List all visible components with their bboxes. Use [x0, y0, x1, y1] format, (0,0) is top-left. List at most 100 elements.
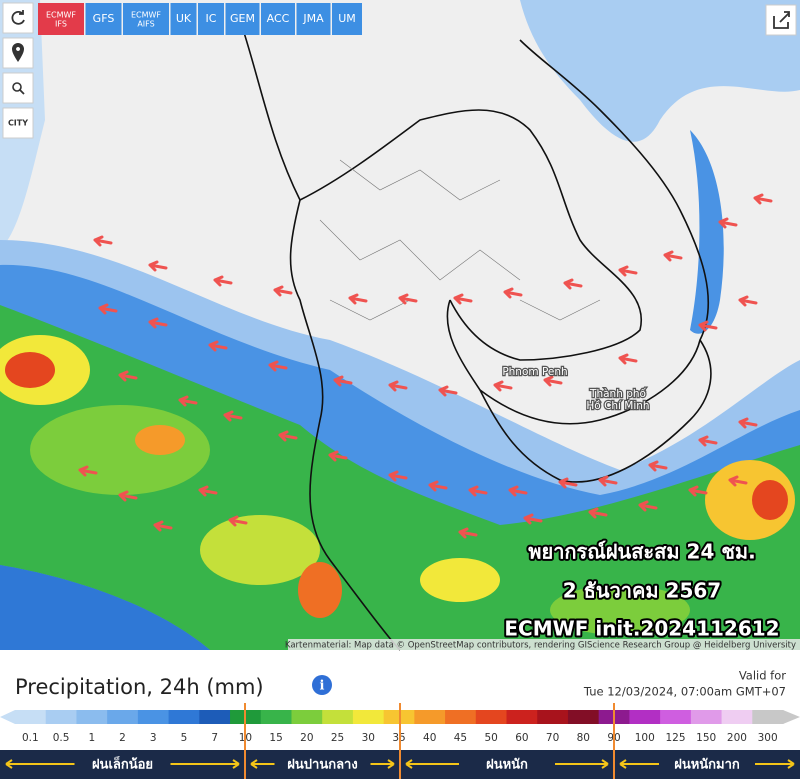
- model-tab-label: ECMWF IFS: [46, 10, 76, 28]
- scale-label: 15: [269, 732, 282, 744]
- model-tab-label: UK: [176, 12, 192, 25]
- place-label: Thành phố Hồ Chí Minh: [586, 388, 649, 412]
- scale-label: 150: [696, 732, 716, 744]
- scale-label: 0.5: [53, 732, 70, 744]
- model-tab-label: ACC: [267, 12, 290, 25]
- wind-arrow: [698, 435, 718, 447]
- legend-title: Precipitation, 24h (mm): [15, 675, 264, 699]
- model-tab[interactable]: [261, 3, 295, 35]
- rain-area: [550, 585, 690, 635]
- wind-arrow: [428, 480, 448, 492]
- info-button[interactable]: [312, 675, 332, 695]
- scale-label: 0.1: [22, 732, 39, 744]
- scale-cell: [690, 710, 723, 724]
- city-button-label: CITY: [8, 119, 28, 128]
- scale-cell: [752, 710, 784, 724]
- model-tab-label-line: ECMWF: [131, 10, 161, 19]
- model-tab[interactable]: [123, 3, 169, 35]
- scale-cell: [537, 710, 569, 724]
- wind-arrow: [728, 475, 748, 487]
- band-arrow: [250, 759, 395, 769]
- scale-cell: [168, 710, 200, 724]
- zoom-icon: [12, 82, 22, 92]
- scale-cell: [45, 710, 77, 724]
- rain-area: [752, 480, 788, 520]
- wind-arrow: [618, 265, 638, 277]
- wind-arrow: [588, 507, 608, 519]
- band-label: ฝนเล็กน้อย: [92, 755, 153, 773]
- wind-arrow: [738, 417, 758, 429]
- scale-cell: [475, 710, 508, 724]
- model-tab-label-line: AIFS: [137, 19, 154, 28]
- wind-arrow: [273, 285, 293, 297]
- scale-cell: [260, 710, 292, 724]
- rain-area: [0, 565, 210, 650]
- scale-cell: [660, 710, 692, 724]
- rain-area: [520, 0, 800, 142]
- map[interactable]: Phnom Penh Thành phố Hồ Chí Minh พยากรณ์ฝน…: [0, 0, 800, 651]
- wind-arrow: [638, 500, 658, 512]
- wind-arrow: [598, 475, 618, 487]
- wind-arrow: [78, 465, 98, 477]
- scale-cell: [721, 710, 753, 724]
- valid-label: Valid for: [739, 669, 786, 683]
- wind-arrow: [328, 450, 348, 462]
- model-tab-label: IC: [206, 12, 217, 25]
- wind-arrow: [348, 293, 368, 305]
- refresh-button[interactable]: [2, 2, 34, 34]
- model-tab[interactable]: [85, 3, 122, 35]
- zoom-button[interactable]: [2, 72, 34, 104]
- city-button[interactable]: [2, 107, 34, 139]
- model-tab-label-line: GFS: [93, 12, 115, 25]
- model-tab-label-line: UM: [338, 12, 356, 25]
- refresh-icon: [11, 10, 25, 25]
- model-tab[interactable]: [198, 3, 224, 35]
- wind-arrow: [178, 395, 198, 407]
- wind-arrow: [718, 217, 738, 229]
- model-tab[interactable]: [170, 3, 197, 35]
- scale-label: 45: [454, 732, 467, 744]
- scale-cell: [76, 710, 108, 724]
- info-icon: i: [320, 679, 325, 694]
- place-label-line: Hồ Chí Minh: [586, 400, 649, 412]
- model-tab[interactable]: [296, 3, 331, 35]
- wind-arrow: [118, 370, 138, 382]
- model-tab-label-line: IFS: [55, 19, 67, 28]
- wind-arrow: [208, 340, 228, 352]
- wind-arrow: [223, 410, 243, 422]
- attribution: Kartenmaterial: Map data © OpenStreetMap…: [285, 641, 796, 651]
- border: [299, 109, 643, 361]
- share-icon: [773, 11, 790, 29]
- scale-label: 2: [119, 732, 126, 744]
- scale-cell: [107, 710, 139, 724]
- place-label-line: Phnom Penh: [502, 366, 567, 378]
- model-tab[interactable]: [38, 3, 84, 35]
- model-tab-label: GFS: [93, 12, 115, 25]
- band-arrow: [5, 759, 240, 769]
- intensity-bands: ฝนเล็กน้อย ฝนปานกลาง ฝนหนัก ฝนหนักมาก: [5, 703, 795, 779]
- place-labels: Phnom Penh Thành phố Hồ Chí Minh: [501, 365, 651, 414]
- band-arrow: [619, 759, 795, 769]
- wind-arrow: [648, 460, 668, 472]
- rain-area: [690, 130, 724, 334]
- legend: Precipitation, 24h (mm) i Valid for Tue …: [0, 669, 800, 779]
- model-tab[interactable]: [225, 3, 260, 35]
- scale-label: 40: [423, 732, 436, 744]
- model-tab-label-line: ECMWF: [46, 10, 76, 19]
- scale-label: 3: [150, 732, 157, 744]
- scale-label: 1: [88, 732, 95, 744]
- scale-end: [0, 710, 15, 724]
- wind-arrow: [523, 513, 543, 525]
- wind-arrow: [98, 303, 118, 315]
- scale-label: 80: [577, 732, 590, 744]
- band-label: ฝนหนัก: [486, 758, 528, 773]
- rain-area: [705, 460, 795, 540]
- overlay-title: พยากรณ์ฝนสะสม 24 ชม.: [528, 540, 755, 564]
- model-tab-label-line: IC: [206, 12, 217, 25]
- map-controls: CITY: [2, 2, 797, 139]
- border: [479, 339, 712, 483]
- wind-arrow: [543, 375, 563, 387]
- scale-cell: [322, 710, 354, 724]
- model-tab[interactable]: [332, 3, 362, 35]
